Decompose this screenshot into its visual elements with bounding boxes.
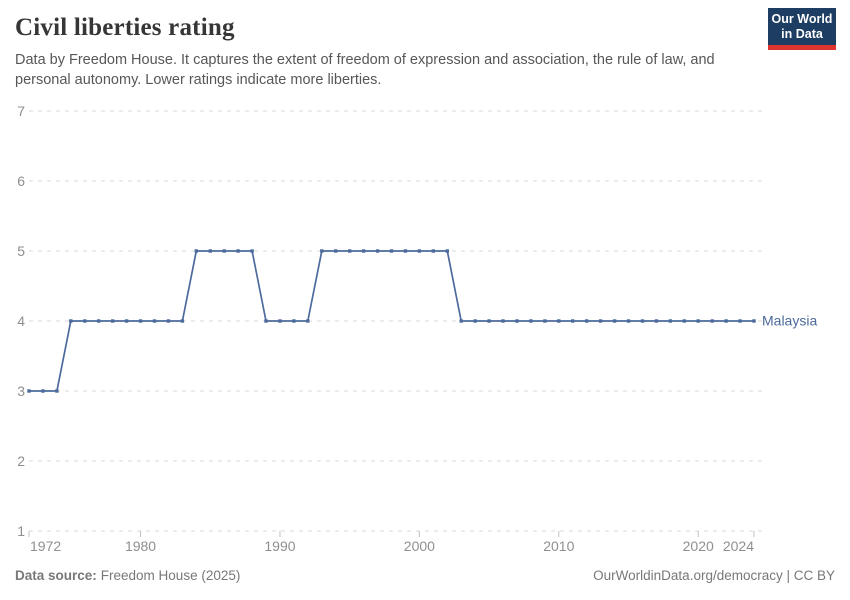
data-point-marker[interactable] xyxy=(124,319,129,323)
data-point-marker[interactable] xyxy=(41,389,45,393)
data-point-marker[interactable] xyxy=(403,249,408,253)
data-point-marker[interactable] xyxy=(320,249,324,253)
data-point-marker[interactable] xyxy=(654,319,659,323)
data-point-marker[interactable] xyxy=(27,389,31,393)
y-axis-label: 6 xyxy=(17,173,25,189)
data-point-marker[interactable] xyxy=(557,319,561,323)
data-source-value: Freedom House (2025) xyxy=(100,568,241,583)
attribution-link[interactable]: OurWorldinData.org/democracy | CC BY xyxy=(593,568,835,583)
data-source: Data source: Freedom House (2025) xyxy=(15,568,240,583)
data-point-marker[interactable] xyxy=(598,319,603,323)
data-point-marker[interactable] xyxy=(459,319,463,323)
x-axis-label: 2000 xyxy=(404,538,435,554)
y-axis-label: 1 xyxy=(17,523,25,539)
x-axis-label: 1990 xyxy=(264,538,295,554)
data-point-marker[interactable] xyxy=(334,249,338,253)
data-point-marker[interactable] xyxy=(152,319,157,323)
series-label-malaysia: Malaysia xyxy=(762,313,817,329)
data-point-marker[interactable] xyxy=(306,319,310,323)
x-axis-label: 2010 xyxy=(543,538,574,554)
data-point-marker[interactable] xyxy=(375,249,380,253)
data-point-marker[interactable] xyxy=(668,319,672,323)
chart-subtitle: Data by Freedom House. It captures the e… xyxy=(15,51,760,90)
data-point-marker[interactable] xyxy=(208,249,212,253)
data-point-marker[interactable] xyxy=(501,319,505,323)
data-point-marker[interactable] xyxy=(222,249,226,253)
data-point-marker[interactable] xyxy=(431,249,435,253)
data-point-marker[interactable] xyxy=(445,249,449,253)
data-point-marker[interactable] xyxy=(361,249,366,253)
data-point-marker[interactable] xyxy=(487,319,491,323)
data-point-marker[interactable] xyxy=(292,319,296,323)
data-point-marker[interactable] xyxy=(682,319,686,323)
data-point-marker[interactable] xyxy=(348,249,352,253)
data-point-marker[interactable] xyxy=(626,319,631,323)
data-point-marker[interactable] xyxy=(111,319,115,323)
data-point-marker[interactable] xyxy=(543,319,547,323)
data-point-marker[interactable] xyxy=(180,319,185,323)
data-point-marker[interactable] xyxy=(724,319,728,323)
data-point-marker[interactable] xyxy=(571,319,575,323)
data-point-marker[interactable] xyxy=(473,319,477,323)
y-axis-label: 4 xyxy=(17,313,25,329)
page-title: Civil liberties rating xyxy=(15,14,235,41)
y-axis-label: 3 xyxy=(17,383,25,399)
y-axis-label: 7 xyxy=(17,103,25,119)
x-axis-label: 1972 xyxy=(30,538,61,554)
data-point-marker[interactable] xyxy=(612,319,617,323)
data-point-marker[interactable] xyxy=(696,319,700,323)
data-point-marker[interactable] xyxy=(752,319,756,323)
data-source-label: Data source: xyxy=(15,568,97,583)
data-point-marker[interactable] xyxy=(83,319,87,323)
data-point-marker[interactable] xyxy=(389,249,394,253)
data-point-marker[interactable] xyxy=(738,319,742,323)
data-point-marker[interactable] xyxy=(69,319,73,323)
y-axis-label: 5 xyxy=(17,243,25,259)
chart-footer: Data source: Freedom House (2025) OurWorl… xyxy=(15,568,835,583)
data-point-marker[interactable] xyxy=(97,319,101,323)
data-point-marker[interactable] xyxy=(250,249,254,253)
logo-line-2: in Data xyxy=(781,27,823,41)
data-point-marker[interactable] xyxy=(236,249,240,253)
data-point-marker[interactable] xyxy=(529,319,533,323)
data-point-marker[interactable] xyxy=(264,319,268,323)
subtitle-line-1: Data by Freedom House. It captures the e… xyxy=(15,52,715,68)
subtitle-line-2: personal autonomy. Lower ratings indicat… xyxy=(15,71,382,88)
x-axis-label: 2024 xyxy=(723,538,754,554)
data-point-marker[interactable] xyxy=(278,319,282,323)
owid-logo[interactable]: Our World in Data xyxy=(768,8,836,50)
data-point-marker[interactable] xyxy=(640,319,645,323)
data-point-marker[interactable] xyxy=(417,249,422,253)
logo-line-1: Our World xyxy=(771,12,833,26)
data-point-marker[interactable] xyxy=(55,389,59,393)
x-axis-label: 2020 xyxy=(683,538,714,554)
data-point-marker[interactable] xyxy=(166,319,171,323)
data-point-marker[interactable] xyxy=(194,249,198,253)
x-axis-label: 1980 xyxy=(125,538,156,554)
data-point-marker[interactable] xyxy=(585,319,589,323)
y-axis-label: 2 xyxy=(17,453,25,469)
data-point-marker[interactable] xyxy=(710,319,714,323)
data-point-marker[interactable] xyxy=(138,319,143,323)
data-point-marker[interactable] xyxy=(515,319,519,323)
